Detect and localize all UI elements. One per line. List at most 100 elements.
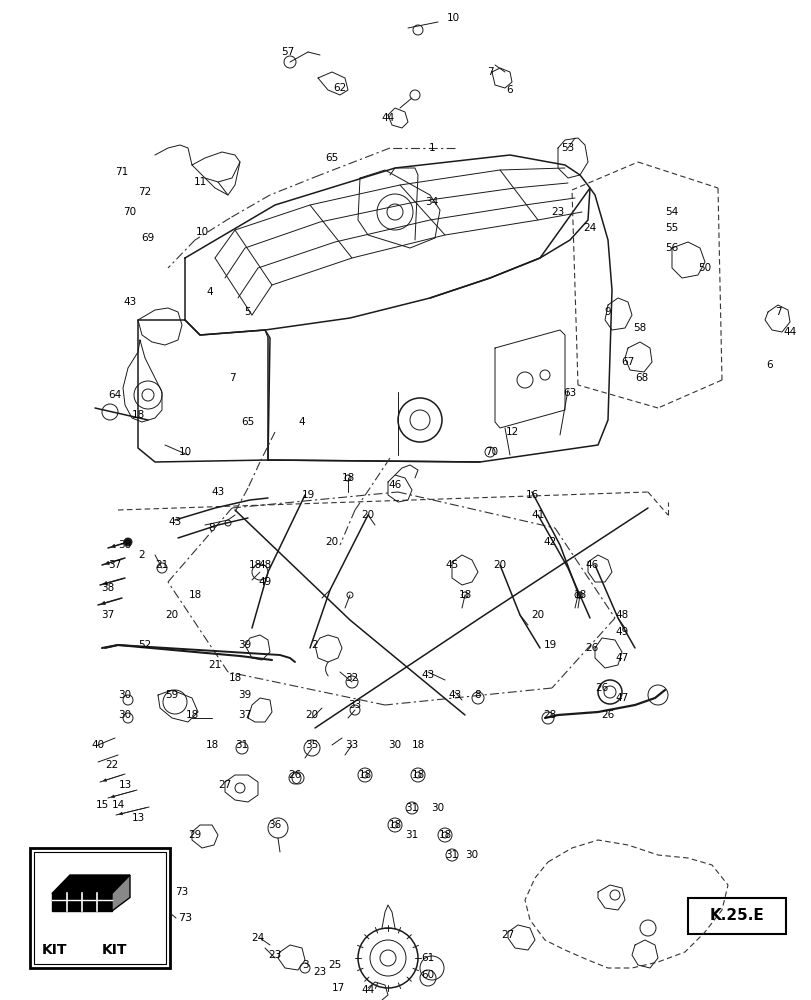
Text: 62: 62 [333,83,346,93]
Text: 70: 70 [123,207,136,217]
Text: 19: 19 [543,640,556,650]
Polygon shape [52,893,112,911]
Text: 18: 18 [248,560,261,570]
Text: 37: 37 [238,710,251,720]
Text: 26: 26 [585,643,598,653]
Text: 18: 18 [341,473,354,483]
Text: 63: 63 [563,388,576,398]
Text: 18: 18 [185,710,199,720]
Text: 26: 26 [594,683,608,693]
Text: 30: 30 [118,690,131,700]
Text: 55: 55 [664,223,678,233]
Text: 5: 5 [244,307,251,317]
Text: 18: 18 [388,820,401,830]
Text: 10: 10 [178,447,191,457]
Text: 73: 73 [178,913,192,923]
Text: 44: 44 [361,985,374,995]
Text: 20: 20 [530,610,544,620]
Text: 21: 21 [155,560,169,570]
Text: 24: 24 [251,933,264,943]
Text: K.25.E: K.25.E [709,908,763,923]
Text: 13: 13 [118,780,131,790]
Text: 15: 15 [95,800,109,810]
Text: 23: 23 [313,967,326,977]
Text: 72: 72 [138,187,152,197]
Text: 6: 6 [766,360,772,370]
Text: 45: 45 [444,560,458,570]
Text: 39: 39 [238,640,251,650]
Text: 20: 20 [493,560,506,570]
Text: 30: 30 [388,740,401,750]
Text: 28: 28 [543,710,556,720]
Text: 16: 16 [525,490,538,500]
Text: 39: 39 [238,690,251,700]
Text: 27: 27 [500,930,514,940]
Text: 4: 4 [207,287,213,297]
Text: 11: 11 [193,177,206,187]
Text: 65: 65 [241,417,255,427]
Bar [30,848,169,968]
Text: 18: 18 [188,590,201,600]
Text: 48: 48 [258,560,272,570]
Text: 7: 7 [229,373,235,383]
Text: 20: 20 [325,537,338,547]
Text: 25: 25 [328,960,341,970]
Text: 40: 40 [92,740,105,750]
Text: 38: 38 [101,583,114,593]
Text: 20: 20 [361,510,374,520]
Text: 67: 67 [620,357,634,367]
Text: 46: 46 [585,560,598,570]
Text: 9: 9 [604,307,611,317]
Text: 17: 17 [331,983,344,993]
Text: 20: 20 [165,610,178,620]
Text: 50: 50 [697,263,710,273]
Text: 61: 61 [421,953,434,963]
Text: 38: 38 [118,540,131,550]
Text: 29: 29 [188,830,201,840]
Text: 30: 30 [465,850,478,860]
Text: 13: 13 [131,813,144,823]
Text: 3: 3 [302,960,308,970]
Text: 18: 18 [573,590,586,600]
Text: 18: 18 [358,770,371,780]
Text: 70: 70 [485,447,498,457]
Text: 43: 43 [211,487,225,497]
Text: 44: 44 [381,113,394,123]
Text: 64: 64 [108,390,122,400]
Text: 8: 8 [474,690,481,700]
Text: 47: 47 [615,653,628,663]
Text: 12: 12 [504,427,518,437]
Text: 23: 23 [268,950,281,960]
Text: 65: 65 [325,153,338,163]
Text: 18: 18 [205,740,218,750]
Text: 68: 68 [634,373,648,383]
Text: 7: 7 [774,307,780,317]
Text: 41: 41 [530,510,544,520]
Text: 35: 35 [305,740,318,750]
Text: 19: 19 [301,490,314,500]
Text: 71: 71 [115,167,128,177]
Text: 56: 56 [664,243,678,253]
Text: 43: 43 [448,690,461,700]
Text: 43: 43 [123,297,136,307]
Text: 20: 20 [305,710,318,720]
Text: 49: 49 [615,627,628,637]
Text: 31: 31 [405,830,418,840]
Text: 69: 69 [141,233,154,243]
Text: 33: 33 [345,740,358,750]
Text: 23: 23 [551,207,564,217]
Text: 14: 14 [111,800,124,810]
Text: 54: 54 [664,207,678,217]
Text: 43: 43 [421,670,434,680]
Text: 31: 31 [444,850,458,860]
Text: 48: 48 [615,610,628,620]
Text: 73: 73 [175,887,188,897]
Text: 30: 30 [431,803,444,813]
Text: 37: 37 [101,610,114,620]
Text: 59: 59 [165,690,178,700]
Bar [687,898,785,934]
Polygon shape [52,875,130,893]
Bar [34,852,165,964]
Text: 18: 18 [438,830,451,840]
Text: 49: 49 [258,577,272,587]
